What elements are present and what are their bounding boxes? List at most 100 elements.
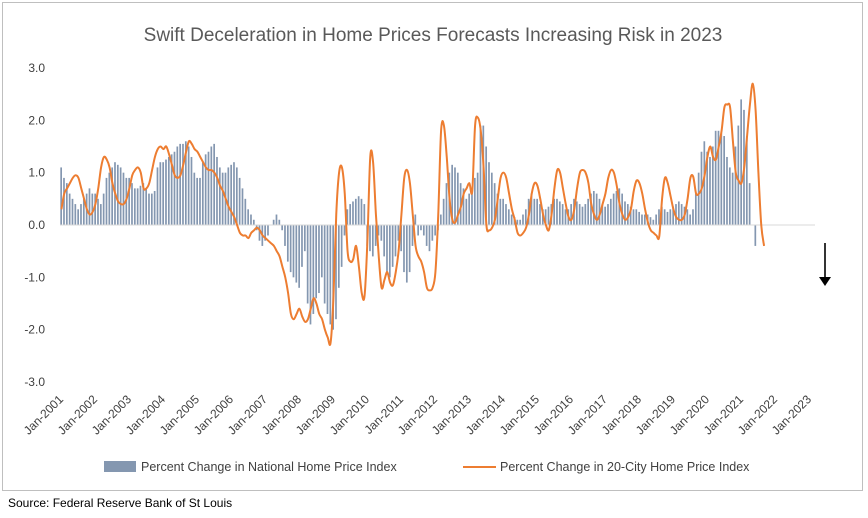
national-index-bar (519, 219, 521, 225)
national-index-bar (218, 167, 221, 225)
national-index-bar (629, 206, 632, 225)
national-index-bar (173, 151, 176, 225)
national-index-bar (289, 225, 292, 273)
national-index-bar (170, 154, 173, 225)
national-index-bar (275, 214, 278, 225)
national-index-bar (499, 198, 502, 225)
chart: Swift Deceleration in Home Prices Foreca… (21, 25, 831, 474)
national-index-bar (524, 209, 527, 225)
national-index-bar (505, 204, 507, 225)
national-index-bar (145, 188, 147, 225)
y-tick-label: 1.0 (28, 166, 45, 180)
national-index-bar (340, 225, 343, 267)
national-index-bar (488, 162, 490, 225)
national-index-bar (607, 204, 609, 225)
national-index-bar (241, 188, 244, 225)
national-index-bar (99, 204, 102, 225)
national-index-bar (697, 172, 700, 225)
national-index-bar (414, 214, 417, 225)
national-index-bar (522, 214, 524, 225)
national-index-bar (669, 209, 672, 225)
national-index-bar (663, 209, 666, 225)
national-index-bar (230, 164, 232, 225)
y-tick-label: -2.0 (24, 323, 45, 337)
national-index-bar (216, 156, 218, 225)
national-index-bar (210, 146, 213, 225)
national-index-bar (431, 225, 434, 241)
national-index-bar (102, 193, 105, 225)
national-index-bar (286, 225, 289, 262)
national-index-bar (357, 196, 360, 225)
national-index-bar (71, 198, 74, 225)
national-index-bar (318, 225, 320, 294)
national-index-bar (493, 183, 496, 225)
national-index-bar (635, 209, 638, 225)
national-index-bar (122, 172, 125, 225)
national-index-bar (516, 219, 519, 225)
national-index-bar (445, 183, 448, 225)
national-index-bar (213, 143, 215, 225)
national-index-bar (391, 225, 394, 267)
national-index-bar (88, 188, 91, 225)
national-index-bar (105, 177, 108, 225)
legend-swatch-national (104, 461, 136, 472)
national-index-bar (692, 209, 694, 225)
national-index-bar (156, 167, 159, 225)
national-index-bar (264, 225, 266, 241)
national-index-bar (473, 177, 476, 225)
national-index-bar (335, 225, 337, 320)
legend: Percent Change in National Home Price In… (104, 460, 750, 474)
national-index-bar (507, 209, 510, 225)
national-index-bar (454, 167, 456, 225)
national-index-bar (694, 193, 697, 225)
national-index-bar (349, 204, 351, 225)
national-index-bar (658, 209, 660, 225)
national-index-bar (306, 225, 309, 304)
national-index-bar (68, 193, 71, 225)
national-index-bar (578, 204, 581, 225)
national-index-bar (547, 206, 550, 225)
y-tick-label: 3.0 (28, 61, 45, 75)
national-index-bar (553, 198, 555, 225)
arrow-head (819, 277, 831, 286)
national-index-bar (561, 204, 564, 225)
national-index-bar (337, 225, 340, 288)
national-index-bar (184, 141, 187, 225)
national-index-bar (462, 188, 465, 225)
y-tick-label: 0.0 (28, 218, 45, 232)
national-index-bar (74, 204, 77, 225)
chart-title: Swift Deceleration in Home Prices Foreca… (144, 25, 723, 46)
national-index-bar (490, 172, 493, 225)
national-index-bar (621, 193, 623, 225)
national-index-bar (326, 225, 329, 314)
national-index-bar (714, 130, 717, 225)
national-index-bar (711, 146, 714, 225)
national-index-bar (179, 143, 181, 225)
down-arrow-annotation (819, 243, 831, 286)
national-index-bar (91, 193, 94, 225)
national-index-bar (680, 204, 683, 225)
national-index-bar (187, 146, 190, 225)
national-index-bar (575, 201, 578, 225)
national-index-bar (626, 204, 629, 225)
line-series (60, 82, 766, 346)
national-index-bar (207, 151, 210, 225)
national-index-bar (723, 136, 725, 225)
national-index-bar (136, 188, 139, 225)
national-index-bar (748, 183, 751, 225)
national-index-bar (672, 206, 674, 225)
national-index-bar (199, 177, 201, 225)
national-index-bar (116, 164, 119, 225)
national-index-bar (643, 214, 646, 225)
national-index-bar (360, 198, 363, 225)
national-index-bar (403, 225, 405, 273)
national-index-bar (655, 214, 657, 225)
national-index-bar (612, 193, 615, 225)
national-index-bar (609, 198, 612, 225)
x-axis: Jan-2001Jan-2002Jan-2003Jan-2004Jan-2005… (21, 392, 815, 438)
national-index-bar (159, 162, 162, 225)
national-index-bar (97, 198, 99, 225)
national-index-bar (292, 225, 295, 278)
national-index-bar (380, 225, 383, 241)
national-index-bar (284, 225, 286, 246)
